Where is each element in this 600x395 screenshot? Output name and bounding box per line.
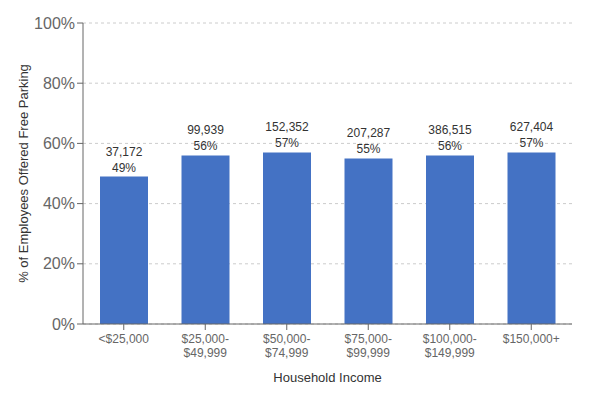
svg-text:37,172: 37,172 bbox=[106, 145, 143, 159]
svg-text:$50,000-$74,999: $50,000-$74,999 bbox=[263, 332, 310, 360]
svg-text:$100,000-$149,999: $100,000-$149,999 bbox=[423, 332, 477, 360]
svg-text:57%: 57% bbox=[519, 136, 543, 150]
svg-text:627,404: 627,404 bbox=[510, 120, 554, 134]
svg-text:0%: 0% bbox=[52, 316, 75, 333]
svg-text:56%: 56% bbox=[438, 139, 462, 153]
svg-text:152,352: 152,352 bbox=[265, 120, 309, 134]
svg-text:$75,000-$99,999: $75,000-$99,999 bbox=[345, 332, 392, 360]
svg-text:60%: 60% bbox=[43, 135, 75, 152]
svg-text:55%: 55% bbox=[356, 142, 380, 156]
svg-text:207,287: 207,287 bbox=[347, 126, 391, 140]
svg-text:<$25,000: <$25,000 bbox=[99, 332, 150, 346]
svg-text:20%: 20% bbox=[43, 255, 75, 272]
svg-text:40%: 40% bbox=[43, 195, 75, 212]
svg-text:99,939: 99,939 bbox=[187, 123, 224, 137]
svg-text:49%: 49% bbox=[112, 161, 136, 175]
svg-text:57%: 57% bbox=[275, 136, 299, 150]
svg-text:100%: 100% bbox=[34, 15, 75, 32]
svg-text:% of Employees Offered Free Pa: % of Employees Offered Free Parking bbox=[16, 64, 31, 283]
svg-text:80%: 80% bbox=[43, 75, 75, 92]
svg-text:$150,000+: $150,000+ bbox=[503, 332, 560, 346]
svg-text:386,515: 386,515 bbox=[428, 123, 472, 137]
svg-text:$25,000-$49,999: $25,000-$49,999 bbox=[182, 332, 229, 360]
svg-text:56%: 56% bbox=[193, 139, 217, 153]
svg-text:Household Income: Household Income bbox=[273, 370, 381, 385]
